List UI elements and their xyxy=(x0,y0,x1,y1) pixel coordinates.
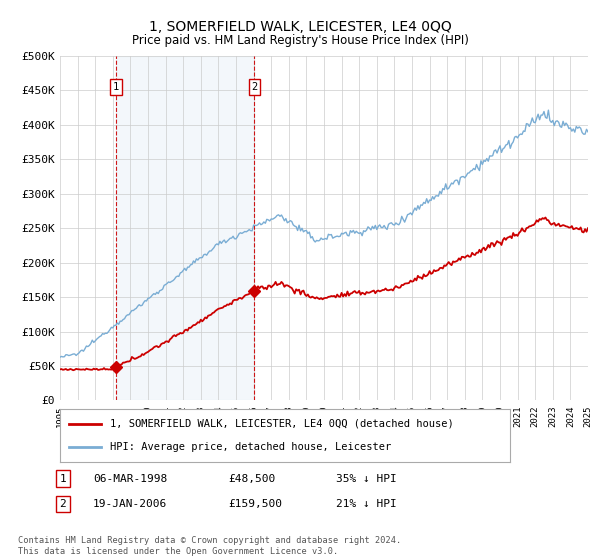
Text: 1: 1 xyxy=(113,82,119,92)
Text: £159,500: £159,500 xyxy=(228,499,282,509)
Text: 1, SOMERFIELD WALK, LEICESTER, LE4 0QQ (detached house): 1, SOMERFIELD WALK, LEICESTER, LE4 0QQ (… xyxy=(110,419,453,429)
Text: 19-JAN-2006: 19-JAN-2006 xyxy=(93,499,167,509)
Text: 35% ↓ HPI: 35% ↓ HPI xyxy=(336,474,397,484)
Text: HPI: Average price, detached house, Leicester: HPI: Average price, detached house, Leic… xyxy=(110,442,391,452)
Text: 1, SOMERFIELD WALK, LEICESTER, LE4 0QQ: 1, SOMERFIELD WALK, LEICESTER, LE4 0QQ xyxy=(149,20,451,34)
Text: 2: 2 xyxy=(251,82,257,92)
Text: 2: 2 xyxy=(59,499,67,509)
Text: 21% ↓ HPI: 21% ↓ HPI xyxy=(336,499,397,509)
Text: £48,500: £48,500 xyxy=(228,474,275,484)
Text: 06-MAR-1998: 06-MAR-1998 xyxy=(93,474,167,484)
Text: 1: 1 xyxy=(59,474,67,484)
Text: Contains HM Land Registry data © Crown copyright and database right 2024.
This d: Contains HM Land Registry data © Crown c… xyxy=(18,536,401,556)
Bar xyxy=(116,56,254,400)
Text: Price paid vs. HM Land Registry's House Price Index (HPI): Price paid vs. HM Land Registry's House … xyxy=(131,34,469,46)
